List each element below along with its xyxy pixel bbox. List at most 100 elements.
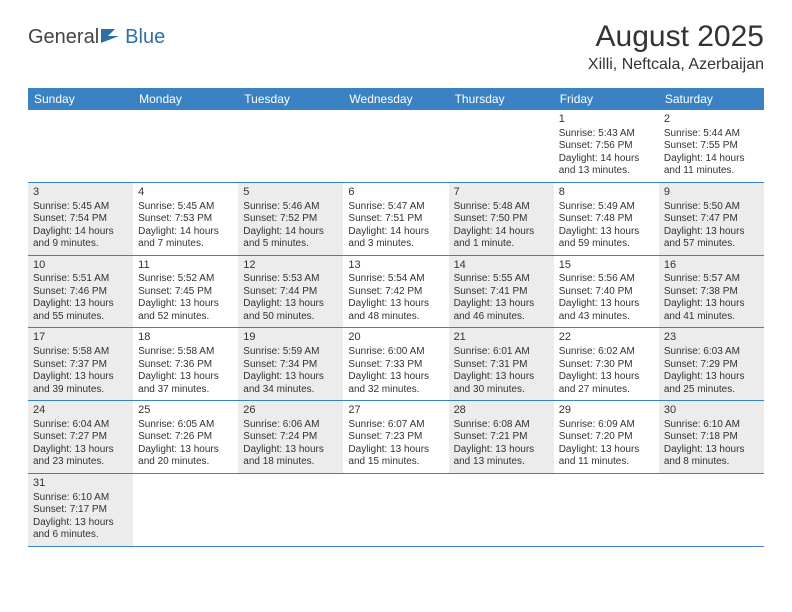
- day-cell: 11Sunrise: 5:52 AMSunset: 7:45 PMDayligh…: [133, 256, 238, 328]
- day-number: 26: [243, 404, 338, 418]
- sunrise-text: Sunrise: 5:47 AM: [348, 201, 443, 214]
- day-number: 28: [454, 404, 549, 418]
- sunrise-text: Sunrise: 5:53 AM: [243, 273, 338, 286]
- day-number: 27: [348, 404, 443, 418]
- empty-cell: [343, 110, 448, 182]
- sunset-text: Sunset: 7:34 PM: [243, 359, 338, 372]
- sunset-text: Sunset: 7:46 PM: [33, 286, 128, 299]
- daylight-text: Daylight: 13 hours and 18 minutes.: [243, 444, 338, 469]
- daylight-text: Daylight: 13 hours and 52 minutes.: [138, 298, 233, 323]
- daylight-text: Daylight: 13 hours and 37 minutes.: [138, 371, 233, 396]
- daylight-text: Daylight: 13 hours and 15 minutes.: [348, 444, 443, 469]
- day-cell: 12Sunrise: 5:53 AMSunset: 7:44 PMDayligh…: [238, 256, 343, 328]
- daylight-text: Daylight: 13 hours and 59 minutes.: [559, 226, 654, 251]
- day-number: 21: [454, 331, 549, 345]
- day-number: 31: [33, 477, 128, 491]
- empty-cell: [133, 474, 238, 546]
- day-number: 19: [243, 331, 338, 345]
- day-number: 25: [138, 404, 233, 418]
- sunset-text: Sunset: 7:23 PM: [348, 431, 443, 444]
- day-cell: 27Sunrise: 6:07 AMSunset: 7:23 PMDayligh…: [343, 401, 448, 473]
- sunrise-text: Sunrise: 6:01 AM: [454, 346, 549, 359]
- sunset-text: Sunset: 7:50 PM: [454, 213, 549, 226]
- daylight-text: Daylight: 13 hours and 8 minutes.: [664, 444, 759, 469]
- daylight-text: Daylight: 13 hours and 34 minutes.: [243, 371, 338, 396]
- sunrise-text: Sunrise: 5:43 AM: [559, 128, 654, 141]
- sunset-text: Sunset: 7:31 PM: [454, 359, 549, 372]
- empty-cell: [28, 110, 133, 182]
- daylight-text: Daylight: 13 hours and 39 minutes.: [33, 371, 128, 396]
- dow-monday: Monday: [133, 88, 238, 110]
- day-number: 10: [33, 259, 128, 273]
- sunrise-text: Sunrise: 5:45 AM: [138, 201, 233, 214]
- day-cell: 4Sunrise: 5:45 AMSunset: 7:53 PMDaylight…: [133, 183, 238, 255]
- daylight-text: Daylight: 13 hours and 32 minutes.: [348, 371, 443, 396]
- day-cell: 20Sunrise: 6:00 AMSunset: 7:33 PMDayligh…: [343, 328, 448, 400]
- day-number: 8: [559, 186, 654, 200]
- empty-cell: [343, 474, 448, 546]
- day-number: 16: [664, 259, 759, 273]
- sunset-text: Sunset: 7:17 PM: [33, 504, 128, 517]
- empty-cell: [238, 110, 343, 182]
- sunset-text: Sunset: 7:27 PM: [33, 431, 128, 444]
- location-text: Xilli, Neftcala, Azerbaijan: [588, 56, 764, 74]
- dow-saturday: Saturday: [659, 88, 764, 110]
- empty-cell: [133, 110, 238, 182]
- sunrise-text: Sunrise: 6:08 AM: [454, 419, 549, 432]
- day-number: 3: [33, 186, 128, 200]
- sunset-text: Sunset: 7:20 PM: [559, 431, 654, 444]
- sunrise-text: Sunrise: 5:55 AM: [454, 273, 549, 286]
- week-row: 17Sunrise: 5:58 AMSunset: 7:37 PMDayligh…: [28, 328, 764, 401]
- day-cell: 18Sunrise: 5:58 AMSunset: 7:36 PMDayligh…: [133, 328, 238, 400]
- day-number: 13: [348, 259, 443, 273]
- calendar: SundayMondayTuesdayWednesdayThursdayFrid…: [28, 88, 764, 547]
- day-cell: 8Sunrise: 5:49 AMSunset: 7:48 PMDaylight…: [554, 183, 659, 255]
- sunset-text: Sunset: 7:40 PM: [559, 286, 654, 299]
- sunrise-text: Sunrise: 6:10 AM: [664, 419, 759, 432]
- title-block: August 2025 Xilli, Neftcala, Azerbaijan: [588, 20, 764, 74]
- sunset-text: Sunset: 7:18 PM: [664, 431, 759, 444]
- empty-cell: [449, 474, 554, 546]
- day-cell: 9Sunrise: 5:50 AMSunset: 7:47 PMDaylight…: [659, 183, 764, 255]
- sunrise-text: Sunrise: 6:00 AM: [348, 346, 443, 359]
- sunset-text: Sunset: 7:55 PM: [664, 140, 759, 153]
- day-number: 6: [348, 186, 443, 200]
- daylight-text: Daylight: 13 hours and 6 minutes.: [33, 517, 128, 542]
- day-cell: 25Sunrise: 6:05 AMSunset: 7:26 PMDayligh…: [133, 401, 238, 473]
- sunrise-text: Sunrise: 5:56 AM: [559, 273, 654, 286]
- day-number: 1: [559, 113, 654, 127]
- daylight-text: Daylight: 13 hours and 46 minutes.: [454, 298, 549, 323]
- week-row: 3Sunrise: 5:45 AMSunset: 7:54 PMDaylight…: [28, 183, 764, 256]
- sunset-text: Sunset: 7:24 PM: [243, 431, 338, 444]
- sunset-text: Sunset: 7:29 PM: [664, 359, 759, 372]
- day-number: 18: [138, 331, 233, 345]
- sunrise-text: Sunrise: 5:45 AM: [33, 201, 128, 214]
- sunrise-text: Sunrise: 5:54 AM: [348, 273, 443, 286]
- day-number: 23: [664, 331, 759, 345]
- week-row: 24Sunrise: 6:04 AMSunset: 7:27 PMDayligh…: [28, 401, 764, 474]
- logo-text-blue: Blue: [125, 26, 165, 49]
- day-number: 29: [559, 404, 654, 418]
- empty-cell: [449, 110, 554, 182]
- day-cell: 5Sunrise: 5:46 AMSunset: 7:52 PMDaylight…: [238, 183, 343, 255]
- daylight-text: Daylight: 14 hours and 1 minute.: [454, 226, 549, 251]
- sunset-text: Sunset: 7:36 PM: [138, 359, 233, 372]
- header: General Blue August 2025 Xilli, Neftcala…: [0, 0, 792, 82]
- daylight-text: Daylight: 13 hours and 27 minutes.: [559, 371, 654, 396]
- sunrise-text: Sunrise: 5:58 AM: [33, 346, 128, 359]
- sunrise-text: Sunrise: 6:03 AM: [664, 346, 759, 359]
- daylight-text: Daylight: 13 hours and 13 minutes.: [454, 444, 549, 469]
- empty-cell: [659, 474, 764, 546]
- sunrise-text: Sunrise: 5:44 AM: [664, 128, 759, 141]
- dow-thursday: Thursday: [449, 88, 554, 110]
- daylight-text: Daylight: 13 hours and 20 minutes.: [138, 444, 233, 469]
- sunset-text: Sunset: 7:51 PM: [348, 213, 443, 226]
- flag-icon: [101, 27, 123, 48]
- day-cell: 3Sunrise: 5:45 AMSunset: 7:54 PMDaylight…: [28, 183, 133, 255]
- day-cell: 17Sunrise: 5:58 AMSunset: 7:37 PMDayligh…: [28, 328, 133, 400]
- day-cell: 6Sunrise: 5:47 AMSunset: 7:51 PMDaylight…: [343, 183, 448, 255]
- sunset-text: Sunset: 7:47 PM: [664, 213, 759, 226]
- sunrise-text: Sunrise: 6:09 AM: [559, 419, 654, 432]
- daylight-text: Daylight: 13 hours and 57 minutes.: [664, 226, 759, 251]
- sunset-text: Sunset: 7:21 PM: [454, 431, 549, 444]
